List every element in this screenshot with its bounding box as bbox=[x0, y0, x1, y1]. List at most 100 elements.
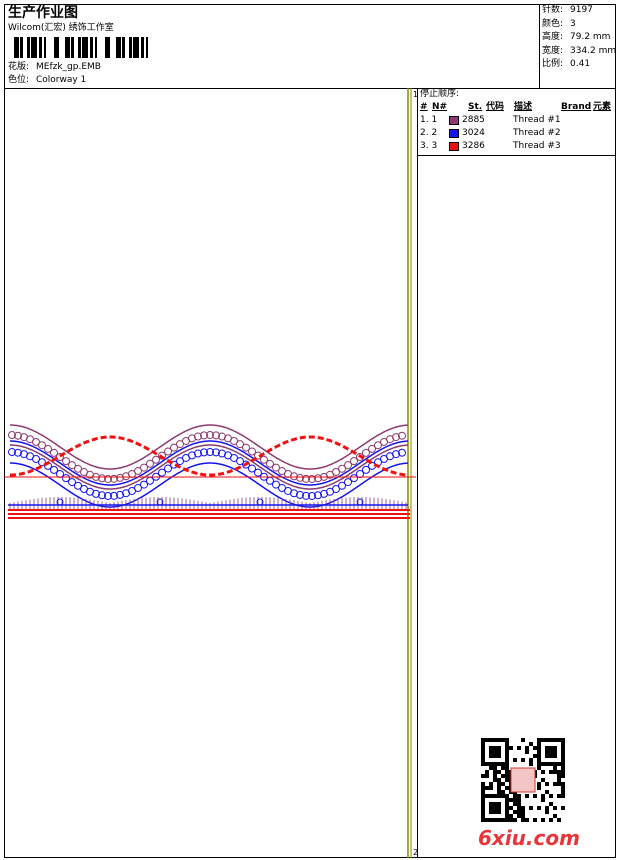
qr-module bbox=[553, 806, 557, 810]
qr-module bbox=[529, 806, 533, 810]
design-file: MEfzk_gp.EMB bbox=[36, 62, 101, 72]
qr-module bbox=[489, 786, 493, 790]
stitch-loop bbox=[68, 478, 76, 487]
qr-module bbox=[489, 794, 493, 798]
colorway: Colorway 1 bbox=[36, 75, 87, 85]
qr-module bbox=[497, 806, 501, 810]
column-header: 元素 bbox=[593, 102, 612, 112]
barcode-bar bbox=[18, 37, 19, 58]
qr-module bbox=[521, 806, 525, 810]
stitch-loop bbox=[116, 490, 124, 499]
wave-edge bbox=[10, 462, 409, 508]
barcode-bar bbox=[120, 37, 121, 58]
qr-module bbox=[489, 762, 493, 766]
qr-module bbox=[545, 806, 549, 810]
barcode-bar bbox=[14, 37, 16, 58]
qr-module bbox=[505, 806, 509, 810]
qr-module bbox=[561, 742, 565, 746]
qr-module bbox=[529, 762, 533, 766]
barcode-bar bbox=[95, 37, 97, 58]
qr-module bbox=[537, 766, 541, 770]
qr-module bbox=[509, 818, 513, 822]
info-value: 9197 bbox=[570, 5, 593, 15]
qr-module bbox=[489, 746, 493, 750]
qr-module bbox=[533, 818, 537, 822]
qr-module bbox=[561, 750, 565, 754]
qr-module bbox=[525, 746, 529, 750]
barcode-bar bbox=[118, 37, 120, 58]
studio: Wilcom(汇宏) 绣饰工作室 bbox=[8, 23, 114, 33]
qr-module bbox=[557, 782, 561, 786]
qr-module bbox=[517, 746, 521, 750]
qr-module bbox=[537, 754, 541, 758]
barcode-bar bbox=[55, 37, 57, 58]
qr-module bbox=[489, 806, 493, 810]
stitch-loop bbox=[308, 474, 316, 483]
qr-module bbox=[501, 818, 505, 822]
qr-module bbox=[533, 794, 537, 798]
qr-module bbox=[501, 790, 505, 794]
qr-module bbox=[501, 774, 505, 778]
stitch-loop bbox=[104, 474, 112, 483]
qr-module bbox=[553, 770, 557, 774]
stitch-loop bbox=[134, 467, 142, 476]
barcode-bar bbox=[86, 37, 88, 58]
scroll bbox=[156, 498, 164, 506]
qr-module bbox=[481, 758, 485, 762]
qr-module bbox=[505, 798, 509, 802]
qr-module bbox=[505, 746, 509, 750]
barcode-bar bbox=[90, 37, 93, 58]
stitch-loop bbox=[296, 490, 304, 499]
qr-module bbox=[505, 814, 509, 818]
qr-module bbox=[481, 810, 485, 814]
qr-module bbox=[501, 762, 505, 766]
stitch-loop bbox=[338, 464, 346, 473]
stitch-loop bbox=[188, 434, 196, 443]
qr-module bbox=[513, 802, 517, 806]
barcode-bar bbox=[82, 37, 83, 58]
qr-module bbox=[557, 770, 561, 774]
thread-code: 3286 bbox=[462, 141, 485, 151]
stitch-loop bbox=[134, 484, 142, 493]
scroll bbox=[256, 498, 264, 506]
qr-module bbox=[553, 750, 557, 754]
stitch-loop bbox=[212, 448, 220, 457]
stitch-loop bbox=[110, 474, 118, 483]
qr-module bbox=[561, 770, 565, 774]
qr-module bbox=[533, 746, 537, 750]
column-header: N# bbox=[432, 102, 448, 112]
qr-module bbox=[485, 770, 489, 774]
stitch-loop bbox=[332, 485, 340, 494]
barcode-bar bbox=[141, 37, 144, 58]
qr-module bbox=[493, 774, 497, 778]
thread-code: 2885 bbox=[462, 115, 485, 125]
stitch-loop bbox=[116, 473, 124, 482]
qr-module bbox=[557, 778, 561, 782]
info-label: 高度: bbox=[542, 32, 564, 42]
qr-module bbox=[497, 802, 501, 806]
stitch-loop bbox=[362, 465, 370, 474]
qr-module bbox=[489, 750, 493, 754]
qr-module bbox=[493, 766, 497, 770]
scroll bbox=[56, 498, 64, 506]
qr-module bbox=[553, 746, 557, 750]
qr-module bbox=[493, 750, 497, 754]
qr-module bbox=[489, 766, 493, 770]
qr-module bbox=[485, 818, 489, 822]
qr-module bbox=[513, 794, 517, 798]
stitch-loop bbox=[272, 463, 280, 472]
qr-module bbox=[481, 786, 485, 790]
qr-module bbox=[517, 810, 521, 814]
qr-code bbox=[481, 738, 565, 822]
qr-module bbox=[489, 802, 493, 806]
stitch-loop bbox=[308, 491, 316, 500]
qr-module bbox=[553, 814, 557, 818]
barcode-bar bbox=[35, 37, 37, 58]
qr-module bbox=[545, 738, 549, 742]
barcode-bar bbox=[27, 37, 29, 58]
qr-module bbox=[521, 758, 525, 762]
qr-module bbox=[541, 762, 545, 766]
scroll bbox=[356, 498, 364, 506]
barcode-bar bbox=[116, 37, 118, 58]
